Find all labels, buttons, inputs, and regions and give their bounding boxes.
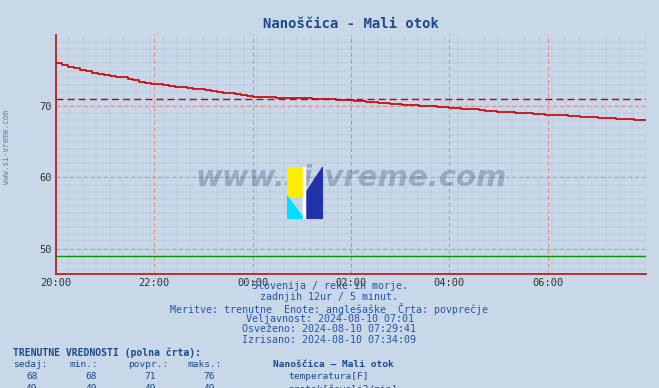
- Text: Osveženo: 2024-08-10 07:29:41: Osveženo: 2024-08-10 07:29:41: [243, 324, 416, 334]
- Polygon shape: [287, 196, 304, 219]
- Text: Meritve: trenutne  Enote: anglešaške  Črta: povprečje: Meritve: trenutne Enote: anglešaške Črta…: [171, 303, 488, 315]
- Text: min.:: min.:: [69, 360, 98, 369]
- Text: maks.:: maks.:: [188, 360, 222, 369]
- Text: 49: 49: [144, 384, 156, 388]
- Bar: [287, 167, 304, 196]
- Text: Izrisano: 2024-08-10 07:34:09: Izrisano: 2024-08-10 07:34:09: [243, 335, 416, 345]
- Text: 76: 76: [204, 372, 215, 381]
- Text: zadnjih 12ur / 5 minut.: zadnjih 12ur / 5 minut.: [260, 292, 399, 302]
- Text: 71: 71: [144, 372, 156, 381]
- Text: temperatura[F]: temperatura[F]: [288, 372, 368, 381]
- Polygon shape: [304, 167, 323, 219]
- Text: Veljavnost: 2024-08-10 07:01: Veljavnost: 2024-08-10 07:01: [246, 314, 413, 324]
- Text: www.si-vreme.com: www.si-vreme.com: [195, 164, 507, 192]
- Text: Nanoščica – Mali otok: Nanoščica – Mali otok: [273, 360, 394, 369]
- Text: povpr.:: povpr.:: [129, 360, 169, 369]
- Text: 49: 49: [26, 384, 38, 388]
- Text: TRENUTNE VREDNOSTI (polna črta):: TRENUTNE VREDNOSTI (polna črta):: [13, 347, 201, 358]
- Text: www.si-vreme.com: www.si-vreme.com: [2, 111, 11, 184]
- Text: 49: 49: [204, 384, 215, 388]
- Text: sedaj:: sedaj:: [13, 360, 47, 369]
- Text: 68: 68: [85, 372, 97, 381]
- Text: pretok[čevelj3/min]: pretok[čevelj3/min]: [288, 384, 397, 388]
- Text: 68: 68: [26, 372, 38, 381]
- Text: 49: 49: [85, 384, 97, 388]
- Title: Nanoščica - Mali otok: Nanoščica - Mali otok: [263, 17, 439, 31]
- Text: Slovenija / reke in morje.: Slovenija / reke in morje.: [252, 281, 407, 291]
